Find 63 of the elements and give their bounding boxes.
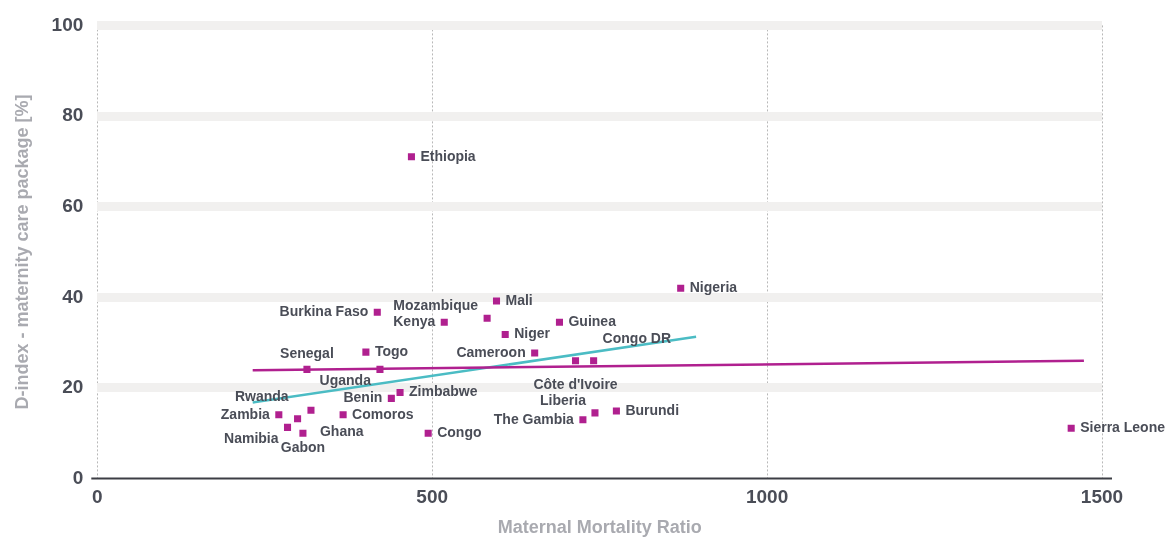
- annotation: Togo: [374, 343, 409, 360]
- annotation: Kenya: [393, 313, 436, 330]
- point: [440, 318, 448, 326]
- annotation: Cameroon: [456, 343, 526, 360]
- y-tick-label: 100: [51, 13, 84, 35]
- point: [275, 411, 283, 419]
- point: [283, 423, 292, 431]
- point: [501, 330, 509, 339]
- y-tick-label: 60: [62, 194, 84, 216]
- annotation: The Gambia: [493, 410, 575, 427]
- annotation: Benin: [343, 389, 383, 406]
- annotation: Mozambique: [393, 297, 479, 314]
- annotation: Ethiopia: [420, 147, 476, 164]
- point: [572, 357, 580, 365]
- annotation: Nigeria: [689, 279, 738, 296]
- annotation: Guinea: [568, 313, 617, 330]
- annotation: Uganda: [319, 372, 372, 389]
- annotation: Liberia: [540, 391, 587, 408]
- annotation: Rwanda: [234, 387, 289, 404]
- point: [612, 407, 620, 415]
- annotation: Namibia: [224, 430, 279, 447]
- annotation: Mali: [505, 291, 533, 308]
- point: [555, 318, 563, 326]
- annotation: Côte d'Ivoire: [533, 375, 618, 392]
- y-tick-label: 20: [62, 376, 84, 398]
- y-tick-label: 0: [72, 466, 84, 488]
- point: [424, 429, 432, 437]
- point: [339, 411, 347, 419]
- annotation: Sierra Leone: [1080, 419, 1166, 436]
- x-tick-label: 0: [92, 486, 103, 508]
- point: [591, 409, 599, 417]
- point: [531, 349, 539, 357]
- y-tick-label: 80: [62, 104, 84, 126]
- point: [407, 153, 415, 161]
- point: [299, 429, 307, 437]
- y-axis-title: D-index - maternity care package [%]: [11, 94, 32, 410]
- point: [677, 284, 685, 292]
- annotation: Zambia: [220, 405, 271, 422]
- annotation: Niger: [514, 325, 551, 342]
- x-axis-title: Maternal Mortality Ratio: [497, 517, 702, 538]
- annotation: Comoros: [352, 405, 414, 422]
- point: [483, 314, 491, 322]
- annotation: Zimbabwe: [409, 383, 478, 400]
- annotation: Burkina Faso: [279, 303, 369, 320]
- annotation: Congo: [437, 424, 482, 441]
- point: [294, 415, 302, 423]
- point: [1067, 424, 1075, 432]
- x-tick-label: 1000: [745, 486, 789, 508]
- point: [387, 394, 395, 402]
- x-tick-label: 1500: [1080, 486, 1124, 508]
- annotation: Gabon: [280, 439, 326, 456]
- point: [307, 406, 315, 414]
- annotation: Burundi: [625, 401, 680, 418]
- y-tick-label: 40: [62, 285, 84, 307]
- point: [373, 308, 381, 316]
- point: [492, 297, 501, 305]
- point: [579, 416, 587, 424]
- point: [362, 348, 370, 356]
- point: [590, 357, 598, 365]
- point: [396, 388, 404, 397]
- x-tick-label: 500: [416, 486, 449, 508]
- annotation: Ghana: [319, 423, 364, 440]
- annotation: Senegal: [280, 345, 334, 362]
